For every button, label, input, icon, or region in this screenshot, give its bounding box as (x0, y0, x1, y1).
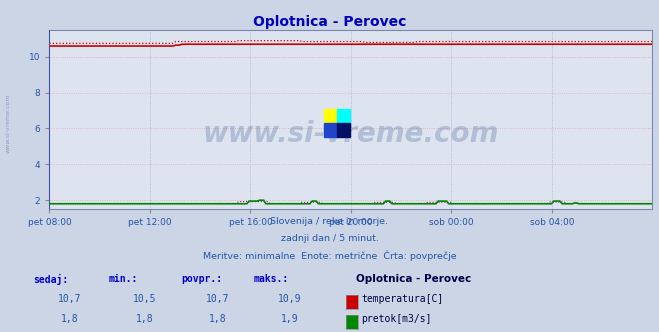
Text: maks.:: maks.: (254, 274, 289, 284)
Text: Meritve: minimalne  Enote: metrične  Črta: povprečje: Meritve: minimalne Enote: metrične Črta:… (203, 251, 456, 261)
Text: 1,8: 1,8 (136, 314, 154, 324)
Text: 1,9: 1,9 (281, 314, 299, 324)
Text: 10,5: 10,5 (133, 294, 157, 304)
Bar (337, 123, 351, 137)
Text: 10,9: 10,9 (278, 294, 302, 304)
Text: www.si-vreme.com: www.si-vreme.com (5, 93, 11, 153)
Text: 10,7: 10,7 (206, 294, 229, 304)
Text: Oplotnica - Perovec: Oplotnica - Perovec (356, 274, 471, 284)
Text: 1,8: 1,8 (61, 314, 78, 324)
Text: 1,8: 1,8 (209, 314, 226, 324)
Text: temperatura[C]: temperatura[C] (361, 294, 444, 304)
Text: sedaj:: sedaj: (33, 274, 68, 285)
Bar (324, 109, 337, 123)
Text: www.si-vreme.com: www.si-vreme.com (203, 120, 499, 148)
Text: 10,7: 10,7 (57, 294, 81, 304)
Text: Oplotnica - Perovec: Oplotnica - Perovec (253, 15, 406, 29)
Text: povpr.:: povpr.: (181, 274, 222, 284)
Text: Slovenija / reke in morje.: Slovenija / reke in morje. (270, 217, 389, 226)
Text: pretok[m3/s]: pretok[m3/s] (361, 314, 432, 324)
Bar (324, 123, 337, 137)
Text: min.:: min.: (109, 274, 138, 284)
Text: zadnji dan / 5 minut.: zadnji dan / 5 minut. (281, 234, 378, 243)
Bar (337, 109, 351, 123)
